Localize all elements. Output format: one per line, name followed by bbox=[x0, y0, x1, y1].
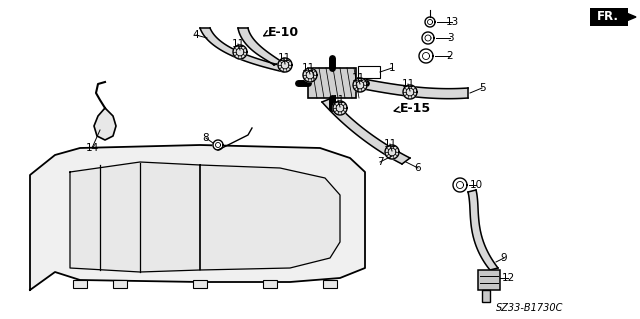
Text: 11: 11 bbox=[401, 79, 415, 89]
Polygon shape bbox=[238, 28, 282, 65]
Polygon shape bbox=[213, 140, 223, 150]
Polygon shape bbox=[353, 78, 367, 92]
Polygon shape bbox=[200, 165, 340, 270]
Text: 11: 11 bbox=[383, 139, 397, 149]
Bar bbox=[308, 68, 356, 98]
Polygon shape bbox=[425, 17, 435, 27]
Text: 7: 7 bbox=[377, 157, 383, 167]
Text: 2: 2 bbox=[447, 51, 453, 61]
Polygon shape bbox=[30, 145, 365, 290]
Polygon shape bbox=[419, 49, 433, 63]
Text: 3: 3 bbox=[447, 33, 453, 43]
Text: SZ33-B1730C: SZ33-B1730C bbox=[496, 303, 564, 313]
Polygon shape bbox=[303, 68, 317, 82]
Polygon shape bbox=[200, 28, 290, 72]
Text: 12: 12 bbox=[501, 273, 515, 283]
Text: 14: 14 bbox=[85, 143, 99, 153]
Text: 4: 4 bbox=[193, 30, 199, 40]
Bar bbox=[323, 280, 337, 288]
Polygon shape bbox=[468, 190, 498, 270]
Text: 6: 6 bbox=[415, 163, 421, 173]
Bar bbox=[113, 280, 127, 288]
Text: 8: 8 bbox=[203, 133, 209, 143]
Bar bbox=[263, 280, 277, 288]
Polygon shape bbox=[94, 108, 116, 140]
Text: E-15: E-15 bbox=[400, 101, 431, 115]
Text: 9: 9 bbox=[500, 253, 508, 263]
Bar bbox=[73, 280, 87, 288]
Polygon shape bbox=[422, 32, 434, 44]
Polygon shape bbox=[278, 58, 292, 72]
Polygon shape bbox=[453, 178, 467, 192]
Text: 11: 11 bbox=[232, 39, 244, 49]
Text: 5: 5 bbox=[479, 83, 485, 93]
Polygon shape bbox=[624, 12, 636, 22]
Polygon shape bbox=[70, 162, 200, 272]
Text: 1: 1 bbox=[388, 63, 396, 73]
Text: 10: 10 bbox=[469, 180, 483, 190]
Polygon shape bbox=[333, 101, 347, 115]
Polygon shape bbox=[403, 85, 417, 99]
Text: FR.: FR. bbox=[597, 11, 619, 24]
Text: 11: 11 bbox=[332, 95, 344, 105]
Polygon shape bbox=[322, 98, 410, 164]
Text: 11: 11 bbox=[277, 53, 291, 63]
Bar bbox=[478, 270, 500, 290]
Polygon shape bbox=[233, 45, 247, 59]
Text: 11: 11 bbox=[351, 73, 365, 83]
Text: 11: 11 bbox=[301, 63, 315, 73]
Polygon shape bbox=[385, 145, 399, 159]
Bar bbox=[482, 290, 490, 302]
Text: 13: 13 bbox=[445, 17, 459, 27]
Polygon shape bbox=[590, 8, 628, 26]
Polygon shape bbox=[358, 78, 468, 99]
Bar bbox=[358, 66, 380, 78]
Text: E-10: E-10 bbox=[268, 26, 299, 39]
Bar bbox=[193, 280, 207, 288]
